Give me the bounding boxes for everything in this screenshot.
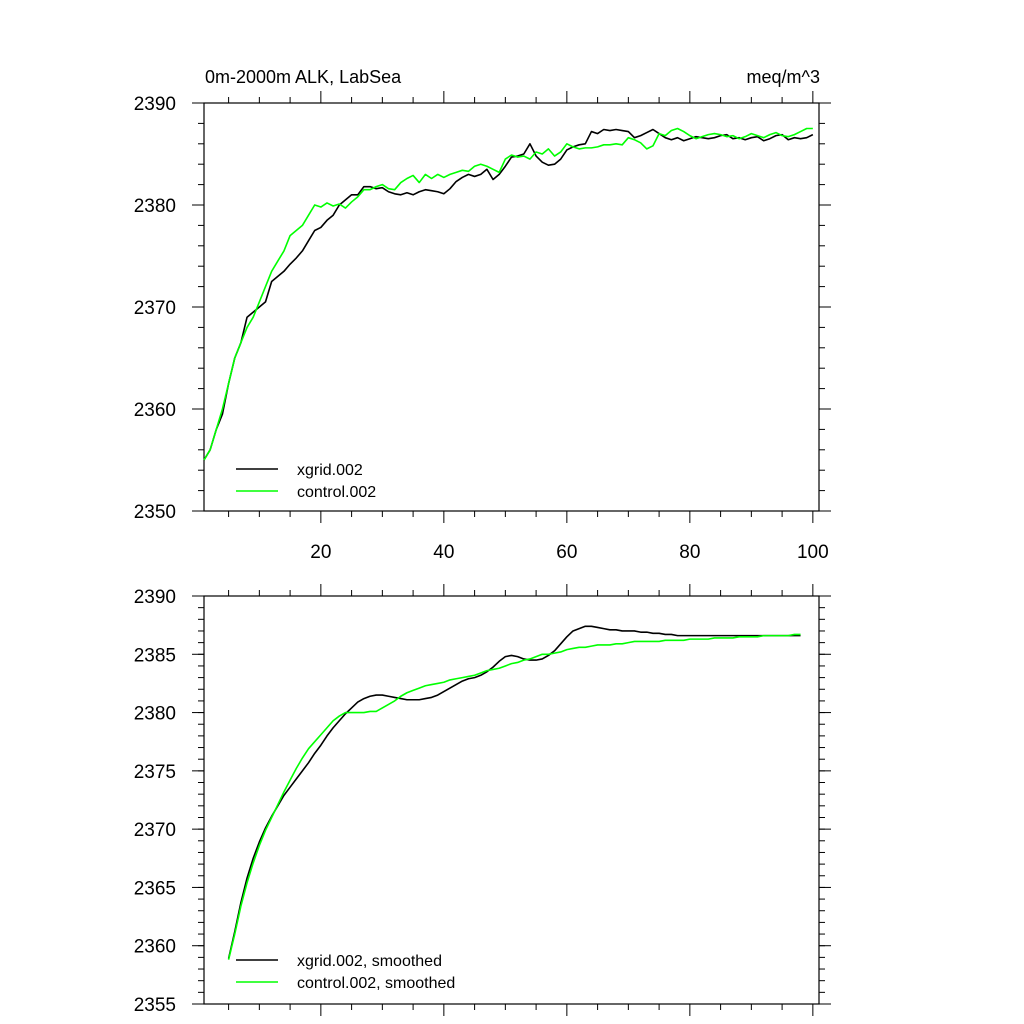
legend-label-control-smoothed: control.002, smoothed	[297, 975, 455, 992]
y-tick-label: 2370	[134, 820, 176, 841]
tick-marks	[192, 91, 831, 523]
y-tick-label: 2385	[134, 645, 176, 666]
y-tick-label: 2360	[134, 400, 176, 421]
units-label: meq/m^3	[747, 67, 820, 87]
legend-label-control: control.002	[297, 484, 376, 501]
series-lines	[203, 127, 814, 461]
tick-marks	[192, 584, 831, 1016]
y-tick-label: 2370	[134, 298, 176, 319]
y-tick-label: 2375	[134, 762, 176, 783]
legend: xgrid.002, smoothed control.002, smoothe…	[236, 953, 455, 992]
series-lines	[227, 625, 801, 960]
chart-title: 0m-2000m ALK, LabSea	[205, 67, 402, 87]
legend: xgrid.002 control.002	[236, 462, 376, 501]
x-tick-label: 80	[679, 542, 700, 563]
y-tick-labels: 2355 2360 2365 2370 2375 2380 2385 2390	[134, 587, 176, 1016]
y-tick-labels: 2350 2360 2370 2380 2390	[134, 94, 176, 523]
x-tick-label: 20	[310, 542, 331, 563]
panel-bottom: 2355 2360 2365 2370 2375 2380 2385 2390 xgrid.0…	[134, 584, 831, 1016]
y-tick-label: 2380	[134, 704, 176, 725]
y-tick-label: 2360	[134, 937, 176, 958]
y-tick-label: 2350	[134, 502, 176, 523]
y-tick-label: 2390	[134, 94, 176, 115]
series-line-xgrid	[227, 625, 801, 959]
series-line-control	[227, 633, 801, 960]
x-tick-label: 40	[433, 542, 454, 563]
legend-label-xgrid: xgrid.002	[297, 462, 363, 479]
x-tick-labels: 20 40 60 80 100	[310, 542, 828, 563]
x-tick-label: 60	[556, 542, 577, 563]
y-tick-label: 2380	[134, 196, 176, 217]
x-tick-label: 100	[797, 542, 829, 563]
legend-label-xgrid-smoothed: xgrid.002, smoothed	[297, 953, 442, 970]
series-line-xgrid	[203, 128, 814, 461]
series-line-control	[203, 127, 813, 461]
plot-frame	[203, 595, 820, 1005]
y-tick-label: 2365	[134, 878, 176, 899]
y-tick-label: 2390	[134, 587, 176, 608]
panel-top: 0m-2000m ALK, LabSea meq/m^3 2350 2360 237…	[134, 67, 831, 563]
y-tick-label: 2355	[134, 995, 176, 1016]
